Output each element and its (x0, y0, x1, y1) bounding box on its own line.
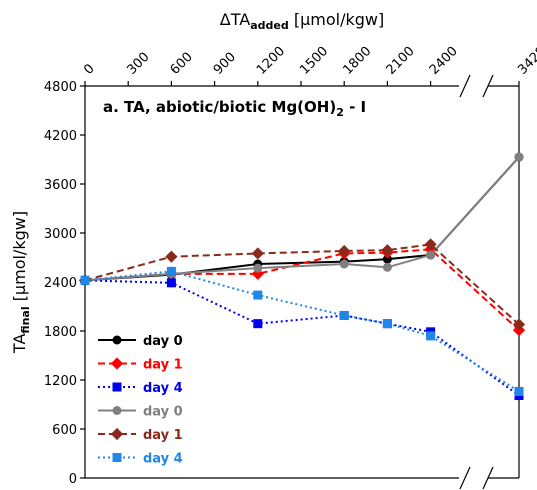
series-line (84, 243, 520, 326)
legend-label: day 4 (143, 381, 183, 396)
data-point (426, 331, 436, 341)
series-line (84, 248, 520, 331)
data-point (165, 250, 178, 263)
legend-item: day 0 (98, 334, 183, 349)
legend-item: day 1 (98, 357, 183, 373)
data-point (514, 386, 524, 396)
data-point (166, 266, 176, 276)
series-layer (78, 152, 526, 401)
legend-label: day 0 (143, 334, 183, 349)
data-point (426, 250, 436, 260)
legend-item: day 4 (98, 452, 183, 467)
data-point (339, 310, 349, 320)
y-tick-label: 1200 (44, 374, 77, 389)
y-ticks: 0 600 1200 1800 2400 3000 3600 4200 4800 (44, 80, 85, 487)
data-point (381, 244, 394, 257)
legend-marker (112, 453, 122, 462)
legend: day 0 day 1 day 4 day 0 day 1 day 4 (98, 334, 183, 467)
legend-marker (110, 357, 124, 370)
data-point (424, 238, 437, 251)
data-point (339, 259, 349, 269)
x-axis-title-unit: [µmol/kgw] (289, 10, 384, 29)
y-axis-title-main: TA (10, 334, 29, 355)
legend-label: day 4 (143, 452, 183, 467)
data-point (80, 275, 90, 285)
legend-item: day 0 (98, 405, 183, 420)
y-tick-label: 1800 (44, 325, 77, 340)
x-axis-title-sub: added (250, 19, 289, 32)
axis-break-mark-top-right (482, 74, 494, 98)
data-point (382, 319, 392, 329)
y-tick-label: 4200 (44, 129, 77, 144)
series (80, 266, 524, 396)
series (80, 152, 524, 285)
x-axis-title: ΔTAadded [µmol/kgw] (220, 10, 384, 32)
x-tick-label: 2100 (384, 44, 418, 78)
y-tick-label: 3600 (44, 178, 77, 193)
panel-title: a. TA, abiotic/biotic Mg(OH)2 - I (103, 98, 366, 119)
y-tick-label: 0 (69, 472, 77, 487)
legend-marker (112, 335, 122, 345)
data-point (166, 278, 176, 288)
data-point (253, 290, 263, 300)
y-axis-title: TAfinal [µmol/kgw] (10, 211, 32, 354)
series (78, 243, 526, 337)
legend-marker (112, 406, 122, 415)
legend-label: day 0 (143, 405, 183, 420)
legend-marker (110, 427, 124, 441)
data-point (338, 244, 351, 258)
data-point (512, 318, 526, 331)
legend-label: day 1 (143, 428, 183, 443)
x-tick-label: 0 (81, 61, 97, 77)
y-axis-title-unit: [µmol/kgw] (10, 211, 29, 306)
x-axis-title-main: ΔTA (220, 10, 250, 29)
x-tick-label: 300 (124, 50, 152, 78)
axis-break-mark-bottom-left (459, 466, 471, 490)
panel-title-main: a. TA, abiotic/biotic Mg(OH) (103, 98, 336, 116)
data-point (382, 254, 392, 264)
x-tick-label: 1200 (254, 44, 288, 78)
series-line (84, 270, 520, 393)
y-tick-label: 600 (52, 423, 77, 438)
data-point (251, 247, 264, 260)
data-point (253, 263, 263, 273)
series (78, 238, 526, 331)
y-tick-label: 4800 (44, 80, 77, 95)
x-tick-label: 1800 (340, 44, 374, 78)
panel-title-suffix: - I (344, 98, 366, 116)
axis-break-mark-bottom-right (482, 466, 494, 490)
data-point (514, 152, 524, 162)
series (80, 152, 524, 285)
panel-title-sub: 2 (336, 106, 344, 119)
legend-item: day 1 (98, 427, 183, 443)
legend-label: day 1 (143, 358, 183, 373)
data-point (382, 262, 392, 272)
x-tick-label: 600 (168, 50, 196, 78)
x-tick-label: 1500 (297, 44, 331, 78)
x-tick-label: 900 (211, 50, 239, 78)
legend-marker (112, 382, 122, 392)
x-tick-label: 34288 (515, 38, 537, 78)
y-tick-label: 3000 (44, 227, 77, 242)
legend-item: day 4 (98, 381, 183, 396)
y-tick-label: 2400 (44, 276, 77, 291)
y-axis-title-sub: final (19, 306, 32, 333)
axis-break-mark-top-left (459, 74, 471, 98)
data-point (253, 319, 263, 329)
x-tick-label: 2400 (427, 44, 461, 78)
